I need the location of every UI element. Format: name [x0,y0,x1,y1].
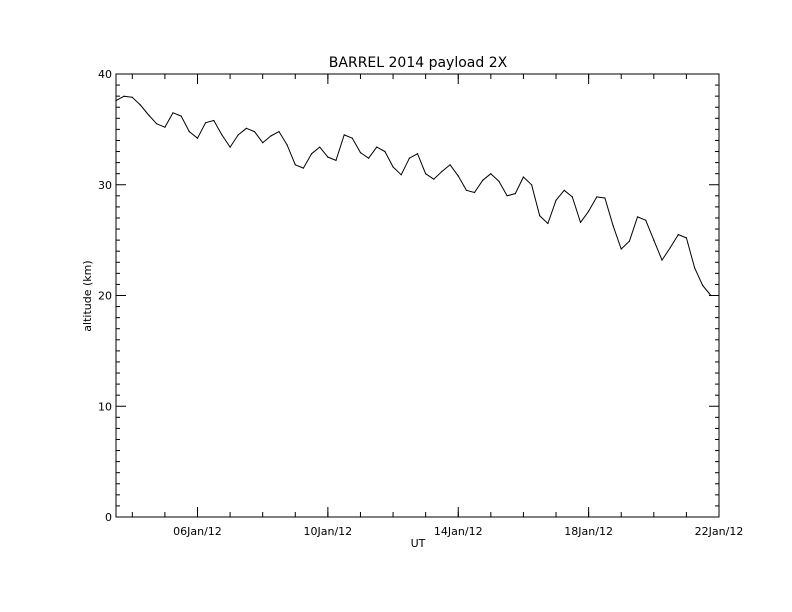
y-axis-label: altitude (km) [81,260,94,331]
data-point [123,95,125,97]
data-point [335,159,337,161]
data-point [245,127,247,129]
data-point [555,199,557,201]
data-point [368,157,370,159]
data-point [376,146,378,148]
data-point [433,178,435,180]
y-tick-label: 10 [98,400,112,413]
y-tick-label: 30 [98,179,112,192]
data-point [302,167,304,169]
data-point [221,134,223,136]
x-tick-label: 10Jan/12 [304,525,353,538]
data-point [645,219,647,221]
x-tick-label: 14Jan/12 [434,525,483,538]
y-tick-label: 0 [105,511,112,524]
x-tick-label: 22Jan/12 [695,525,744,538]
data-point [148,114,150,116]
data-point [253,131,256,133]
data-point [661,259,663,261]
data-point [131,96,133,98]
data-point [685,237,688,239]
data-point [237,134,239,136]
data-point [311,153,313,155]
data-point [514,193,516,195]
x-axis-label: UT [411,537,426,550]
chart-title: BARREL 2014 payload 2X [329,55,508,71]
data-point [620,248,622,250]
data-point [400,174,402,176]
data-point [531,184,533,186]
data-point [612,225,614,227]
data-point [702,284,704,287]
data-point [392,166,394,168]
data-point [359,152,362,154]
data-point [547,222,549,225]
x-tick-label: 06Jan/12 [173,525,222,538]
data-point [319,146,321,148]
data-point [653,239,655,241]
data-point [473,191,476,194]
data-point [596,196,598,198]
data-point [164,126,166,128]
data-point [156,123,158,125]
data-point [669,247,671,249]
data-point [498,180,500,182]
data-point [449,164,451,166]
data-point [604,197,606,199]
data-point [416,153,419,155]
data-point [588,210,590,212]
data-point [457,175,459,177]
data-point [351,137,353,139]
y-tick-label: 20 [98,290,112,303]
data-point [490,173,492,175]
data-point [115,100,117,102]
data-point [172,112,174,114]
data-point [294,164,296,166]
data-point [139,104,141,106]
data-point [205,122,207,124]
data-point [327,156,329,158]
data-point [425,173,427,175]
data-point [180,115,182,117]
data-point [384,150,386,153]
data-point [482,179,484,181]
data-point [270,135,272,137]
data-point [571,196,573,198]
plot-frame [115,73,720,518]
data-point [636,216,639,218]
data-point [522,176,525,178]
series-layer [115,95,712,297]
data-point [628,240,631,242]
data-point [465,189,467,191]
y-tick-label: 40 [98,68,112,81]
data-point [188,131,190,133]
data-point [441,170,443,173]
data-point [694,267,696,269]
data-point [408,157,410,159]
data-point [506,195,508,197]
data-point [229,146,231,148]
y-axis: 0 10 20 30 40 [98,68,719,524]
data-point [563,189,565,191]
data-point [710,294,712,297]
data-point [343,134,345,136]
data-point [286,144,288,146]
series-line [115,95,712,296]
data-point [196,137,199,139]
data-point [213,119,215,122]
data-point [278,131,280,133]
data-point [677,234,679,236]
data-point [579,221,582,223]
x-tick-label: 18Jan/12 [564,525,613,538]
data-point [539,215,541,217]
data-point [262,142,264,144]
x-axis: 06Jan/12 10Jan/12 14Jan/12 18Jan/12 22Jan/12 [131,74,744,538]
